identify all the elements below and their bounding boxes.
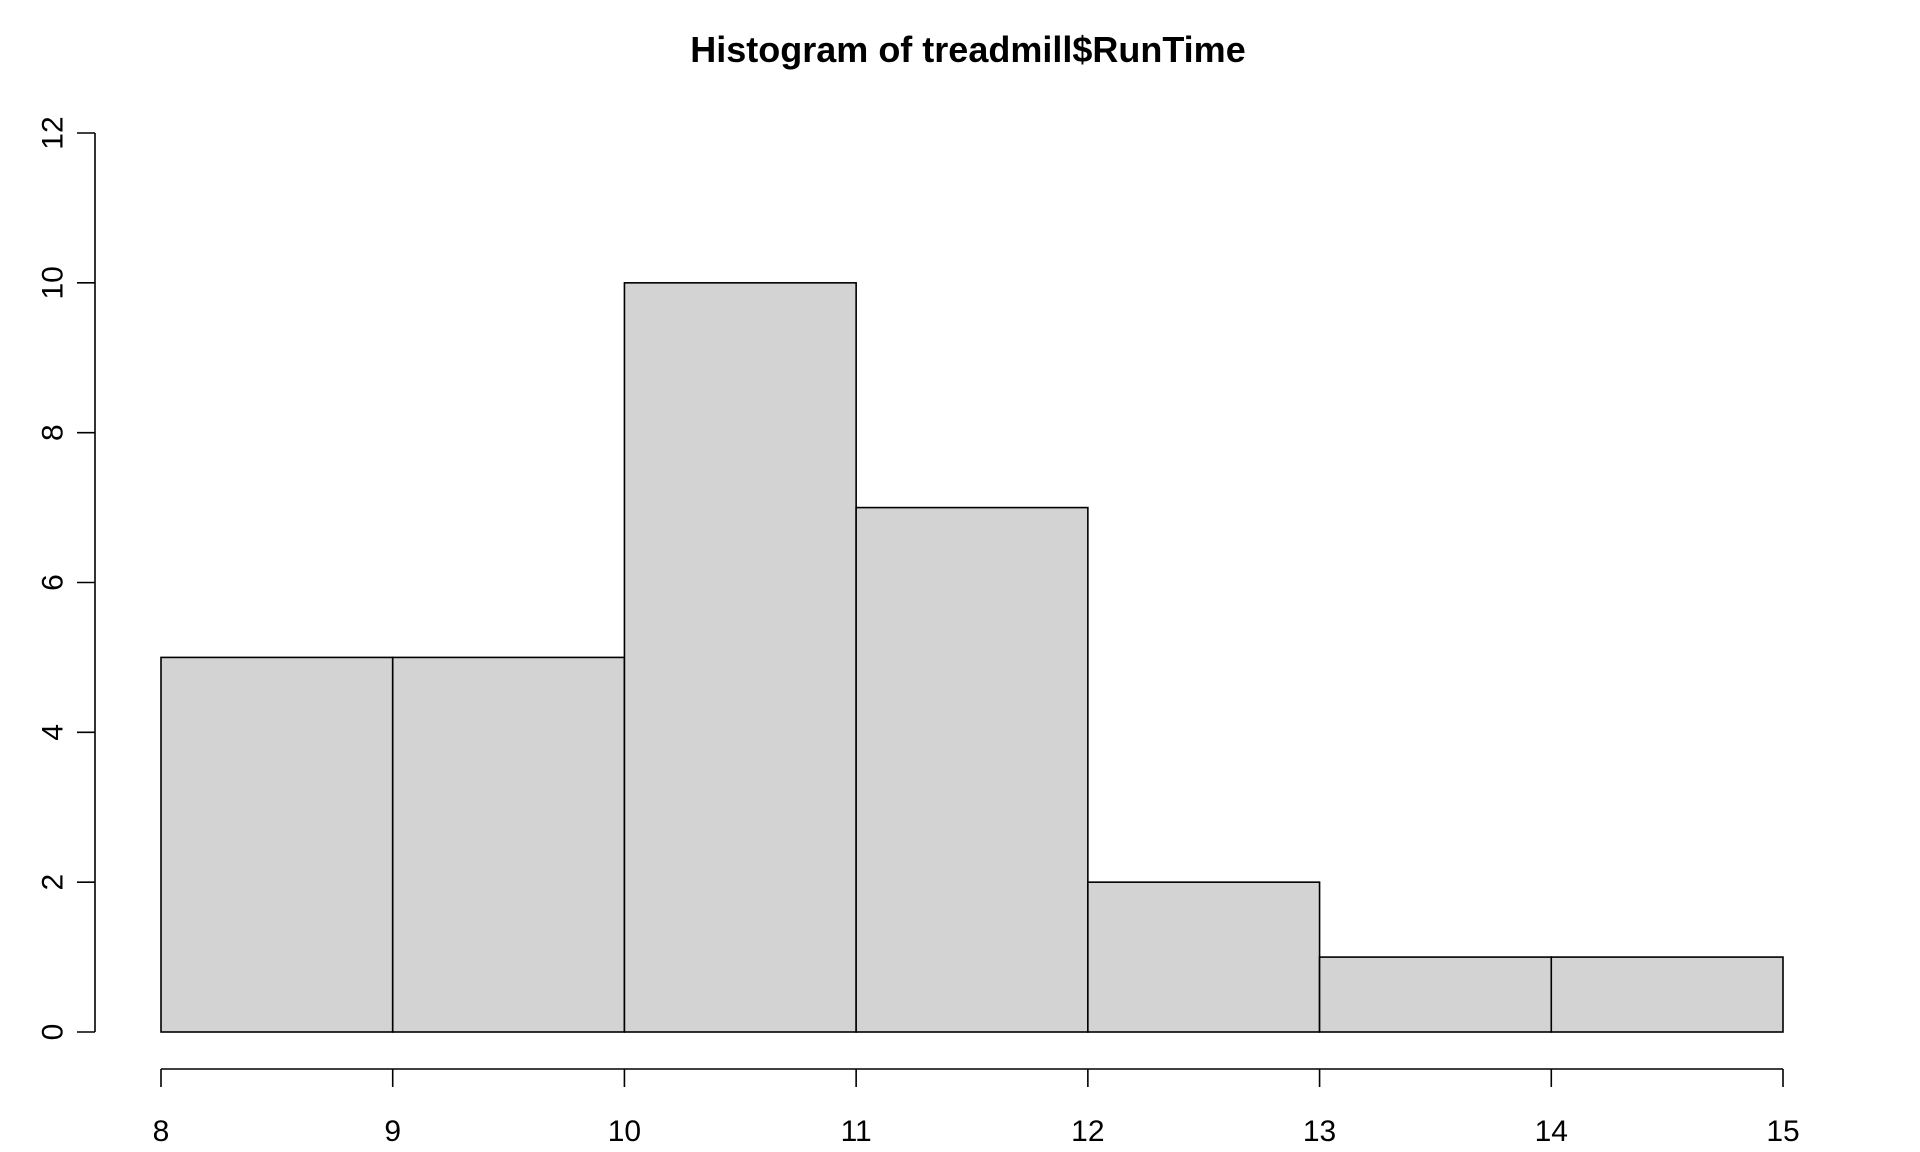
histogram-bar-6	[1318, 956, 1553, 1033]
histogram-bar-1	[160, 656, 394, 1033]
x-tick-label: 15	[1766, 1115, 1799, 1148]
y-axis: 0 2 4 6 8 10 12	[37, 116, 96, 1040]
y-tick-label: 8	[37, 424, 70, 441]
x-tick-label: 9	[384, 1115, 401, 1148]
y-tick-label: 4	[37, 724, 70, 741]
chart-title: Histogram of treadmill$RunTime	[690, 29, 1245, 70]
x-axis: 8 9 10 11 12 13 14 15	[153, 1068, 1800, 1148]
histogram-bar-2	[391, 656, 626, 1033]
histogram-bar-5	[1087, 881, 1321, 1033]
y-tick-label: 6	[37, 574, 70, 591]
histogram-bar-4	[855, 506, 1089, 1033]
x-tick-label: 12	[1071, 1115, 1104, 1148]
histogram-bar-3	[623, 282, 857, 1033]
y-tick-label: 12	[37, 116, 70, 149]
y-tick-label: 2	[37, 874, 70, 891]
y-tick-label: 10	[37, 266, 70, 299]
bars-group	[160, 282, 1784, 1033]
x-tick-label: 10	[608, 1115, 641, 1148]
x-tick-label: 14	[1535, 1115, 1568, 1148]
x-tick-label: 13	[1303, 1115, 1336, 1148]
x-tick-label: 11	[841, 1115, 872, 1148]
x-tick-label: 8	[153, 1115, 170, 1148]
y-tick-label: 0	[37, 1024, 70, 1041]
histogram-bar-7	[1550, 956, 1784, 1033]
